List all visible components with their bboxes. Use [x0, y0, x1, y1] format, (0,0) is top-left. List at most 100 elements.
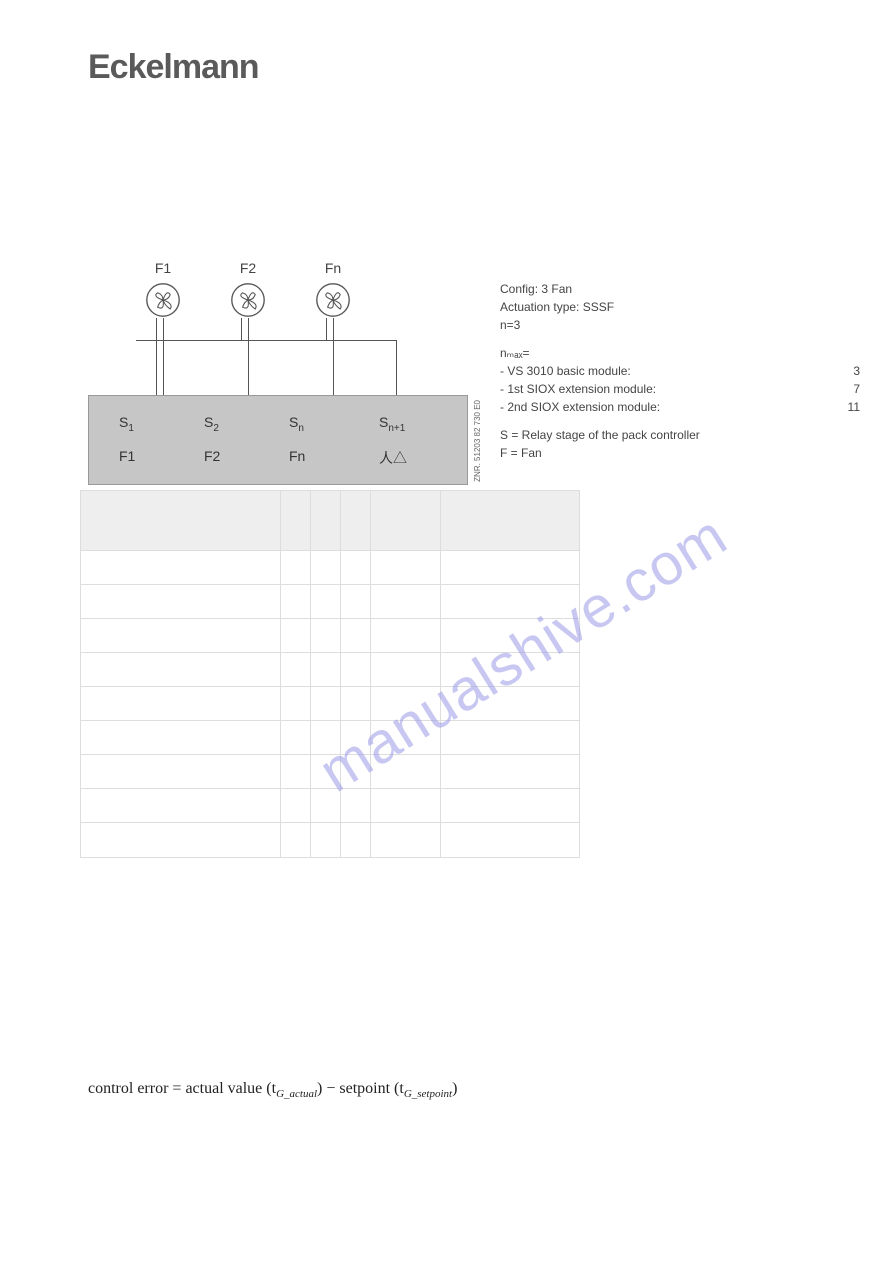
table-cell [281, 755, 311, 788]
table-cell [81, 585, 281, 618]
config-line: Config: 3 Fan [500, 280, 860, 298]
table-cell [441, 653, 579, 686]
module-value: 7 [853, 380, 860, 398]
table-cell [81, 551, 281, 584]
table-row [81, 755, 579, 789]
control-error-formula: control error = actual value (tG_actual)… [88, 1080, 457, 1100]
table-cell [81, 823, 281, 857]
table-cell [371, 619, 441, 652]
relay-fan-label: 人△ [379, 448, 407, 468]
connector-wire [396, 340, 397, 395]
connector-wire [241, 318, 242, 340]
znr-code: ZNR. 51203 82 730 E0 [473, 400, 482, 482]
table-row [81, 653, 579, 687]
table-cell [341, 585, 371, 618]
table-cell [341, 619, 371, 652]
table-cell [441, 551, 579, 584]
relay-fan-label: Fn [289, 448, 305, 464]
table-cell [371, 585, 441, 618]
connector-wire [333, 318, 334, 395]
table-cell [281, 619, 311, 652]
fan-label: F1 [138, 260, 188, 276]
formula-sub2: G_setpoint [404, 1088, 452, 1100]
table-row [81, 551, 579, 585]
connector-wire [156, 318, 157, 395]
table-cell [371, 551, 441, 584]
relay-stage-label: Sn [289, 414, 304, 434]
formula-sub1: G_actual [276, 1088, 317, 1100]
formula-sub2-pre: (t [394, 1080, 404, 1097]
table-cell [81, 619, 281, 652]
table-cell [311, 823, 341, 857]
table-cell [311, 687, 341, 720]
module-value: 3 [853, 362, 860, 380]
table-cell [441, 789, 579, 822]
table-cell [311, 551, 341, 584]
table-cell [281, 551, 311, 584]
table-cell [371, 823, 441, 857]
table-cell [281, 823, 311, 857]
actuation-line: Actuation type: SSSF [500, 298, 860, 316]
relay-box: S1S2SnSn+1F1F2Fn人△ [88, 395, 468, 485]
table-row [81, 823, 579, 857]
table-cell [311, 585, 341, 618]
fan-icon [145, 282, 181, 318]
table-cell [441, 619, 579, 652]
connector-wire [248, 318, 249, 395]
formula-sub1-pre: (t [266, 1080, 276, 1097]
module-row: - VS 3010 basic module: 3 [500, 362, 860, 380]
table-cell [311, 789, 341, 822]
connector-wire [163, 318, 164, 395]
table-cell [281, 653, 311, 686]
formula-eq: = [172, 1080, 181, 1097]
table-cell [311, 755, 341, 788]
table-row [81, 789, 579, 823]
table-cell [341, 653, 371, 686]
fan-diagram: F1F2Fn S1S2SnSn+1F1F2Fn人△ ZNR. 51203 82 … [88, 260, 468, 490]
n-line: n=3 [500, 316, 860, 334]
legend-s: S = Relay stage of the pack controller [500, 426, 860, 444]
module-row: - 2nd SIOX extension module: 11 [500, 398, 860, 416]
fan-unit: F2 [223, 260, 273, 323]
fan-label: Fn [308, 260, 358, 276]
formula-lhs: control error [88, 1080, 168, 1097]
table-cell [281, 687, 311, 720]
table-cell [371, 653, 441, 686]
relay-fan-label: F1 [119, 448, 135, 464]
config-info: Config: 3 Fan Actuation type: SSSF n=3 n… [500, 280, 860, 462]
table-cell [81, 789, 281, 822]
table-cell [441, 687, 579, 720]
module-value: 11 [848, 398, 860, 416]
data-table [80, 490, 580, 858]
formula-rhs1: actual value [185, 1080, 262, 1097]
table-cell [441, 755, 579, 788]
table-cell [371, 789, 441, 822]
relay-stage-label: S2 [204, 414, 219, 434]
module-label: - 2nd SIOX extension module: [500, 398, 660, 416]
fan-icon [230, 282, 266, 318]
table-cell [371, 687, 441, 720]
table-row [81, 721, 579, 755]
module-label: - VS 3010 basic module: [500, 362, 631, 380]
table-cell [281, 721, 311, 754]
formula-minus: − [326, 1080, 335, 1097]
connector-bar [136, 340, 396, 341]
table-cell [281, 585, 311, 618]
relay-stage-label: Sn+1 [379, 414, 405, 434]
fan-unit: Fn [308, 260, 358, 323]
formula-sub1-post: ) [317, 1080, 322, 1097]
legend-f: F = Fan [500, 444, 860, 462]
table-row [81, 619, 579, 653]
table-cell [311, 619, 341, 652]
table-row [81, 687, 579, 721]
formula-sub2-post: ) [452, 1080, 457, 1097]
table-cell [341, 687, 371, 720]
fan-icon [315, 282, 351, 318]
table-cell [311, 721, 341, 754]
nmax-line: nₘₐₓ= [500, 344, 860, 362]
relay-stage-label: S1 [119, 414, 134, 434]
table-cell [441, 721, 579, 754]
table-cell [81, 755, 281, 788]
table-cell [81, 721, 281, 754]
table-cell [281, 789, 311, 822]
